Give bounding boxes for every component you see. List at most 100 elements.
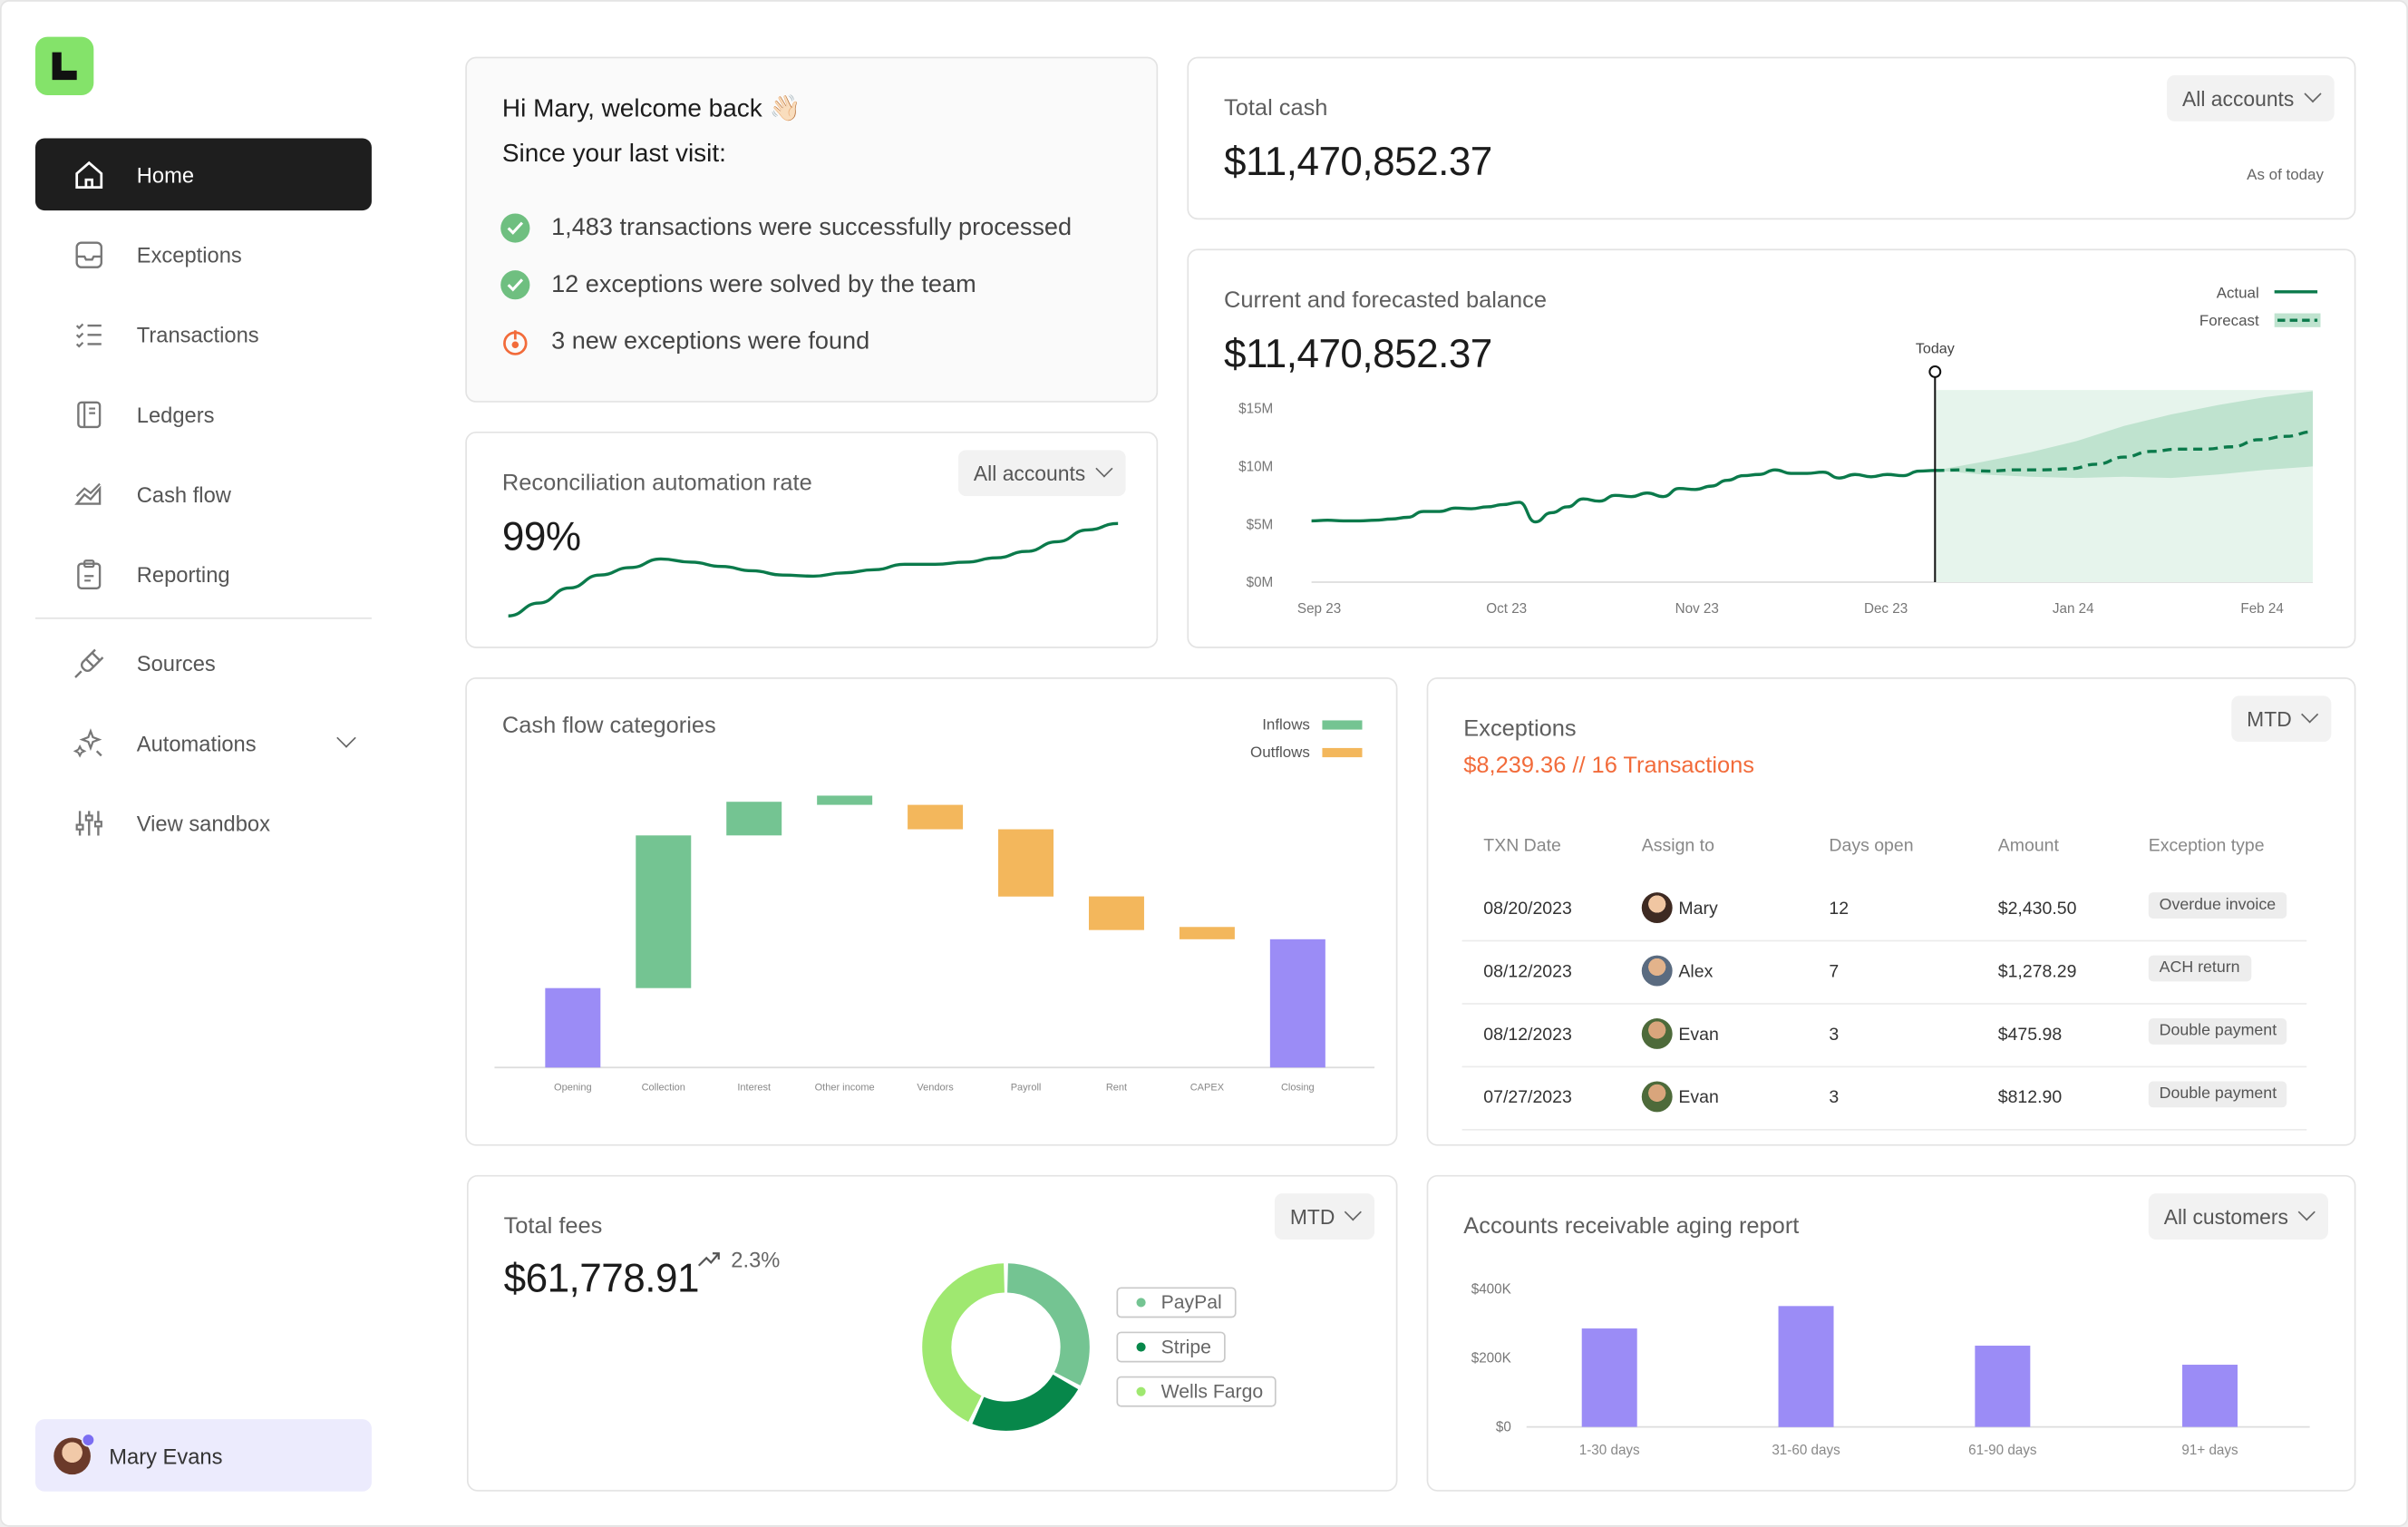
plug-icon xyxy=(73,646,106,679)
waterfall-bar-collection[interactable] xyxy=(636,835,692,988)
column-header: Amount xyxy=(1997,837,2059,856)
sidebar-item-ledgers[interactable]: Ledgers xyxy=(35,378,372,451)
assignee: Mary xyxy=(1678,900,1718,919)
waterfall-bar-closing[interactable] xyxy=(1269,939,1325,1068)
user-profile[interactable]: Mary Evans xyxy=(34,1419,372,1492)
actual-balance-line xyxy=(1311,468,1936,524)
sidebar-divider xyxy=(34,617,372,619)
sidebar-item-label: Exceptions xyxy=(136,241,242,267)
chevron-down-icon xyxy=(2301,705,2319,724)
legend-inflows-swatch xyxy=(1322,720,1363,730)
exceptions-title: Exceptions xyxy=(1463,715,1577,743)
donut-slice-stripe[interactable] xyxy=(972,1374,1079,1431)
waterfall-bar-opening[interactable] xyxy=(545,987,601,1068)
reconciliation-title: Reconciliation automation rate xyxy=(501,470,812,497)
sidebar-item-exceptions[interactable]: Exceptions xyxy=(35,219,372,291)
sidebar-item-sources[interactable]: Sources xyxy=(35,627,372,699)
aging-card: Accounts receivable aging report All cus… xyxy=(1426,1174,2356,1492)
waterfall-bar-capex[interactable] xyxy=(1179,927,1235,939)
table-row[interactable]: 08/12/2023 Evan 3 $475.98 Double payment xyxy=(1461,1005,2307,1068)
days-open: 3 xyxy=(1829,1088,1840,1108)
category-label: 31-60 days xyxy=(1772,1443,1840,1458)
y-tick-label: $200K xyxy=(1471,1350,1511,1366)
assignee: Evan xyxy=(1678,1088,1719,1108)
aging-bar-61-90-days[interactable] xyxy=(1975,1346,2031,1427)
category-label: CAPEX xyxy=(1190,1083,1225,1094)
y-tick-label: $400K xyxy=(1471,1281,1511,1297)
waterfall-bar-other-income[interactable] xyxy=(817,795,873,805)
aging-bar-1-30-days[interactable] xyxy=(1581,1328,1637,1427)
avatar xyxy=(1641,1018,1673,1049)
donut-slice-wells-fargo[interactable] xyxy=(922,1263,1005,1423)
sidebar-item-reporting[interactable]: Reporting xyxy=(35,538,372,610)
filter-label: MTD xyxy=(1289,1204,1335,1229)
check-circle-icon xyxy=(500,213,530,243)
column-header: Days open xyxy=(1829,837,1914,856)
reconciliation-sparkline xyxy=(508,521,1119,618)
exceptions-period-filter[interactable]: MTD xyxy=(2231,695,2332,743)
aging-bar-31-60-days[interactable] xyxy=(1778,1306,1834,1427)
fees-legend: PayPal Stripe Wells Fargo xyxy=(1116,1287,1331,1425)
legend-item-wells-fargo[interactable]: Wells Fargo xyxy=(1116,1376,1277,1407)
total-cash-title: Total cash xyxy=(1224,95,1328,122)
category-label: 1-30 days xyxy=(1579,1443,1640,1458)
balance-card: Current and forecasted balance $11,470,8… xyxy=(1187,248,2356,648)
table-row[interactable]: 08/20/2023 Mary 12 $2,430.50 Overdue invoice xyxy=(1461,879,2307,942)
column-header: Assign to xyxy=(1641,837,1714,856)
legend-dot xyxy=(1136,1298,1146,1308)
sidebar-item-cash-flow[interactable]: Cash flow xyxy=(35,458,372,530)
amount: $475.98 xyxy=(1997,1026,2063,1045)
waterfall-bar-rent[interactable] xyxy=(1088,896,1144,930)
sidebar-item-home[interactable]: Home xyxy=(34,138,372,211)
legend-inflows-label: Inflows xyxy=(1262,716,1310,734)
waterfall-bar-vendors[interactable] xyxy=(908,804,964,830)
total-cash-account-filter[interactable]: All accounts xyxy=(2167,75,2335,122)
table-row[interactable]: 07/27/2023 Evan 3 $812.90 Double payment xyxy=(1461,1067,2307,1131)
exceptions-card: Exceptions $8,239.36 // 16 Transactions … xyxy=(1426,677,2356,1146)
waterfall-bar-interest[interactable] xyxy=(726,802,782,836)
category-label: Rent xyxy=(1106,1083,1127,1094)
chevron-down-icon xyxy=(2304,85,2322,103)
aging-customer-filter[interactable]: All customers xyxy=(2148,1193,2329,1240)
amount: $812.90 xyxy=(1997,1088,2063,1108)
sidebar-item-transactions[interactable]: Transactions xyxy=(35,298,372,371)
sidebar-item-automations[interactable]: Automations xyxy=(35,706,372,779)
reconciliation-card: Reconciliation automation rate 99% All a… xyxy=(465,431,1159,648)
y-tick-label: $0 xyxy=(1496,1420,1511,1435)
legend-item-stripe[interactable]: Stripe xyxy=(1116,1331,1226,1363)
category-label: Closing xyxy=(1281,1083,1315,1094)
legend-item-paypal[interactable]: PayPal xyxy=(1116,1287,1236,1318)
reconciliation-line xyxy=(508,521,1119,618)
y-tick-label: $0M xyxy=(1247,575,1274,590)
forecast-balance-line xyxy=(1935,430,2314,473)
reconciliation-account-filter[interactable]: All accounts xyxy=(957,450,1126,497)
alert-icon xyxy=(500,327,529,356)
welcome-card: Hi Mary, welcome back 👋🏻 Since your last… xyxy=(465,56,1159,403)
x-tick-label: Dec 23 xyxy=(1864,601,1908,617)
assignee: Evan xyxy=(1678,1026,1719,1045)
assignee: Alex xyxy=(1678,963,1714,982)
welcome-item-text: 1,483 transactions were successfully pro… xyxy=(551,214,1073,241)
table-row[interactable]: 08/12/2023 Alex 7 $1,278.29 ACH return xyxy=(1461,941,2307,1005)
legend-label: Stripe xyxy=(1160,1336,1211,1358)
category-label: Opening xyxy=(554,1083,592,1094)
aging-bar-91-plus-days[interactable] xyxy=(2182,1365,2238,1427)
fees-period-filter[interactable]: MTD xyxy=(1274,1193,1375,1240)
sidebar-item-view-sandbox[interactable]: View sandbox xyxy=(35,786,372,859)
chevron-down-icon[interactable] xyxy=(336,728,356,748)
cashflow-card: Cash flow categories Opening Collection In… xyxy=(465,677,1398,1146)
txn-date: 07/27/2023 xyxy=(1483,1088,1572,1108)
waterfall-bar-payroll[interactable] xyxy=(998,829,1054,897)
legend-label: PayPal xyxy=(1160,1291,1222,1314)
welcome-item-text: 3 new exceptions were found xyxy=(551,327,870,355)
trend-up-icon xyxy=(697,1252,720,1267)
category-label: Collection xyxy=(642,1083,685,1094)
avatar xyxy=(53,1432,96,1474)
fees-value: $61,778.91 xyxy=(503,1254,700,1301)
today-marker-dot[interactable] xyxy=(1928,365,1942,378)
exception-type-tag: Double payment xyxy=(2148,1081,2288,1108)
app-logo[interactable] xyxy=(34,36,94,96)
welcome-item-text: 12 exceptions were solved by the team xyxy=(551,270,976,297)
donut-slice-paypal[interactable] xyxy=(1006,1263,1090,1386)
